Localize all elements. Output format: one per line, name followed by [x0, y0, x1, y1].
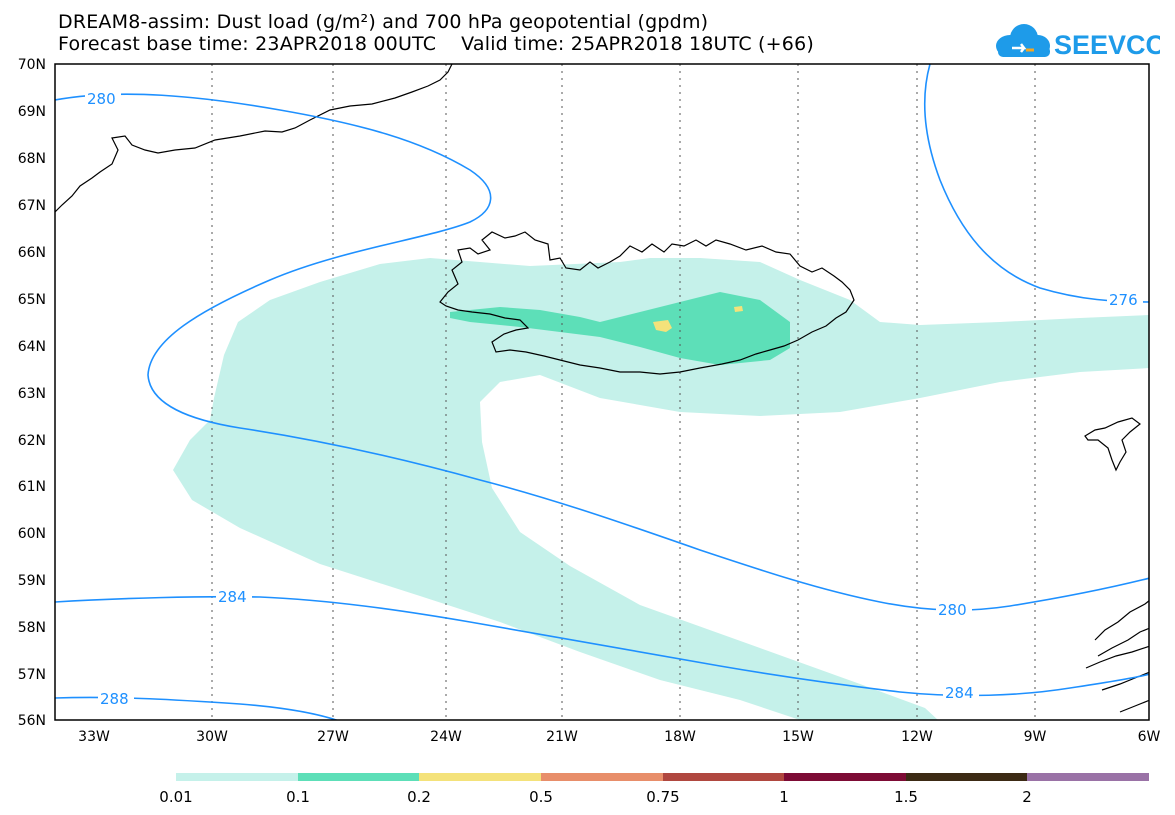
contour-label-284: 284	[218, 588, 247, 606]
lat-label: 67N	[18, 198, 46, 214]
lat-label: 62N	[18, 433, 46, 449]
contour-284	[55, 595, 1149, 697]
dust-area-0.01	[173, 258, 1149, 720]
iceland-coast	[439, 231, 855, 375]
longitude-labels: 33W 30W 27W 24W 21W 18W 15W 12W 9W 6W	[78, 729, 1160, 745]
contour-label-280: 280	[938, 601, 967, 619]
seevccc-logo: SEEVCCC	[996, 24, 1160, 60]
colorbar-swatch	[906, 773, 1027, 781]
lat-label: 60N	[18, 526, 46, 542]
lon-label: 12W	[901, 729, 933, 745]
colorbar: 0.01 0.1 0.2 0.5 0.75 1 1.5 2	[159, 773, 1149, 806]
colorbar-label: 2	[1022, 788, 1032, 806]
lat-label: 68N	[18, 151, 46, 167]
lon-label: 21W	[546, 729, 578, 745]
colorbar-label: 1	[779, 788, 789, 806]
colorbar-label: 0.75	[646, 788, 679, 806]
colorbar-swatch	[541, 773, 663, 781]
logo-text: SEEVCCC	[1054, 30, 1160, 60]
contour-label-280: 280	[87, 90, 116, 108]
dust-area-0.1	[450, 292, 790, 365]
lat-label: 57N	[18, 667, 46, 683]
lat-label: 66N	[18, 245, 46, 261]
colorbar-swatch	[176, 773, 298, 781]
contour-label-284: 284	[945, 684, 974, 702]
lon-label: 15W	[782, 729, 814, 745]
lat-label: 59N	[18, 573, 46, 589]
contour-label-276: 276	[1109, 291, 1138, 309]
lat-label: 65N	[18, 292, 46, 308]
colorbar-label: 1.5	[894, 788, 918, 806]
colorbar-label: 0.1	[286, 788, 310, 806]
lat-label: 58N	[18, 620, 46, 636]
colorbar-label: 0.2	[407, 788, 431, 806]
contour-276-east	[924, 64, 1149, 303]
contour-labels: 280 276 284 280 284 288	[85, 89, 1143, 708]
scotland-coast	[1085, 600, 1149, 713]
colorbar-swatch	[1027, 773, 1149, 781]
lon-label: 9W	[1024, 729, 1047, 745]
colorbar-swatch	[298, 773, 419, 781]
map-title-line1: DREAM8-assim: Dust load (g/m²) and 700 h…	[58, 11, 709, 33]
map-title-line2: Forecast base time: 23APR2018 00UTC Vali…	[58, 33, 814, 55]
dust-area-0.2	[653, 306, 743, 332]
lat-label: 56N	[18, 713, 46, 729]
graticule	[211, 64, 1036, 720]
cloud-icon	[996, 24, 1050, 57]
lon-label: 24W	[430, 729, 462, 745]
lon-label: 27W	[317, 729, 349, 745]
contour-280-west	[55, 93, 1149, 611]
colorbar-label: 0.5	[529, 788, 553, 806]
lat-label: 69N	[18, 104, 46, 120]
lat-label: 70N	[18, 57, 46, 73]
lon-label: 33W	[78, 729, 110, 745]
lon-label: 18W	[664, 729, 696, 745]
faroe-coast	[1084, 417, 1141, 472]
colorbar-swatch	[784, 773, 906, 781]
map-frame	[54, 63, 1150, 721]
lon-label: 6W	[1138, 729, 1161, 745]
lat-label: 61N	[18, 479, 46, 495]
colorbar-label: 0.01	[159, 788, 192, 806]
colorbar-swatch	[419, 773, 541, 781]
colorbar-swatch	[663, 773, 784, 781]
lat-label: 63N	[18, 386, 46, 402]
latitude-labels: 70N 69N 68N 67N 66N 65N 64N 63N 62N 61N …	[18, 57, 46, 729]
coastlines	[55, 64, 1149, 713]
lon-label: 30W	[196, 729, 228, 745]
contour-label-288: 288	[100, 690, 129, 708]
greenland-coast	[55, 64, 453, 213]
lat-label: 64N	[18, 339, 46, 355]
